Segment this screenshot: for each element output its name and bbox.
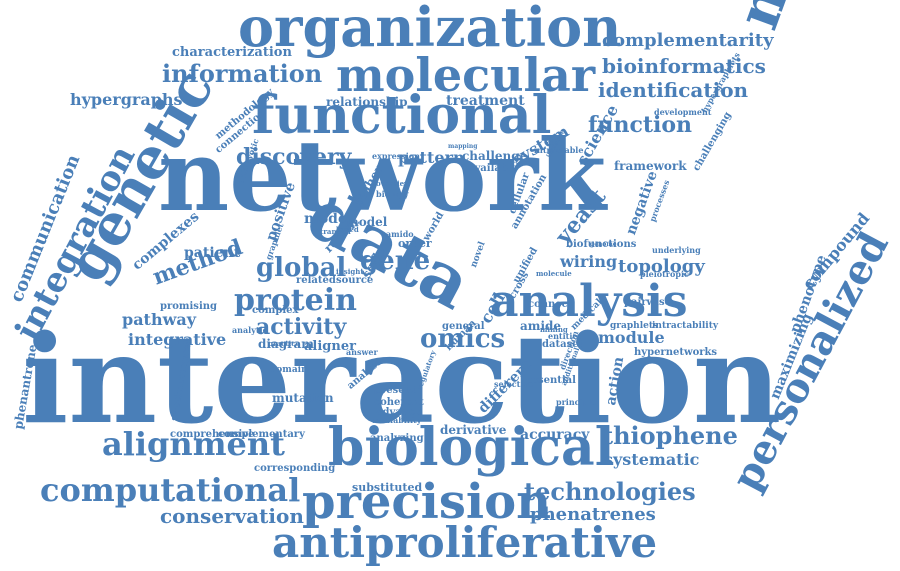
word-mapping: mapping xyxy=(448,143,478,150)
word-connect: connect xyxy=(528,299,573,310)
word-derivative: derivative xyxy=(440,423,507,437)
word-identification: identification xyxy=(598,78,749,102)
word-order: order xyxy=(398,237,432,250)
word-challenging: challenging xyxy=(691,110,734,173)
word-systematic: systematic xyxy=(604,450,700,469)
word-complementarity: complementarity xyxy=(602,30,774,51)
word-development: development xyxy=(654,107,712,117)
word-source: source xyxy=(336,275,374,286)
word-available: available xyxy=(468,163,518,174)
word-coherent: coherent xyxy=(374,397,424,408)
word-phenatrenes: phenatrenes xyxy=(530,504,656,525)
word-advance: advance xyxy=(376,407,422,418)
word-amido: amido xyxy=(386,229,414,239)
word-dataset: dataset xyxy=(542,339,584,350)
word-activity: activity xyxy=(256,314,347,340)
word-principle: principle xyxy=(556,397,597,407)
word-general: general xyxy=(442,321,485,332)
word-graphlets: graphlets xyxy=(610,321,659,331)
word-module: module xyxy=(598,328,665,347)
word-analysis: analysis xyxy=(490,276,688,327)
word-discovery: discovery xyxy=(236,144,352,170)
word-challenge: challenge xyxy=(462,149,528,163)
word-essential: essential xyxy=(526,375,576,386)
word-practice: practice xyxy=(268,339,300,348)
word-patient: patient xyxy=(184,245,241,261)
word-analytic: analytic xyxy=(232,325,268,335)
word-mutation: mutation xyxy=(272,391,334,405)
word-selective: selective xyxy=(494,379,534,389)
word-integrative: integrative xyxy=(128,330,227,349)
word-pattern: pattern xyxy=(398,148,465,167)
word-pleiotropic: pleiotropic xyxy=(640,269,689,279)
word-answer: answer xyxy=(346,347,378,357)
word-technologies: technologies xyxy=(524,477,696,506)
word-aligner: aligner xyxy=(304,339,356,354)
word-underlying: underlying xyxy=(652,245,701,255)
word-model: model xyxy=(346,215,388,229)
word-antiproliferative: antiproliferative xyxy=(272,518,658,567)
word-molecular: molecular xyxy=(336,48,596,102)
word-insight: insight xyxy=(336,267,364,276)
word-gene: gene xyxy=(360,246,431,276)
word-treatment: treatment xyxy=(446,93,525,109)
word-mode: mode xyxy=(304,211,347,227)
word-relationship: relationship xyxy=(326,95,408,109)
word-amide: amide xyxy=(520,319,562,333)
word-overview: overview xyxy=(376,179,411,188)
word-conservation: conservation xyxy=(160,504,304,528)
word-accuracy: accuracy xyxy=(520,427,590,443)
word-characterization: characterization xyxy=(172,45,292,60)
word-topology: topology xyxy=(618,256,705,277)
word-molecule: molecule xyxy=(536,269,572,278)
word-entities: entities xyxy=(548,331,582,341)
word-intractable: intractable xyxy=(534,145,584,155)
word-diagram: diagram xyxy=(258,337,314,351)
word-function: function xyxy=(588,112,693,138)
word-complementary: complementary xyxy=(218,429,305,440)
word-biological: biological xyxy=(328,417,615,478)
word-pathway: pathway xyxy=(122,310,197,329)
word-information: information xyxy=(162,59,323,88)
word-biology: biology xyxy=(376,189,409,199)
word-protein: protein xyxy=(234,283,357,318)
word-promising: promising xyxy=(160,301,218,312)
word-organization: organization xyxy=(238,0,622,59)
word-precision: precision xyxy=(302,474,552,530)
word-intractability: intractability xyxy=(652,321,719,331)
word-transfer: transfer xyxy=(320,227,352,236)
word-wiring: wiring xyxy=(560,252,618,271)
word-network: network xyxy=(158,119,607,234)
word-complex: complex xyxy=(252,305,299,316)
word-omics: omics xyxy=(420,324,506,354)
word-global: global xyxy=(256,253,347,283)
word-biofunctions: biofunctions xyxy=(566,239,637,250)
word-comprehensive: comprehensive xyxy=(170,429,255,440)
word-hypergraphs: hypergraphs xyxy=(70,90,183,109)
word-alignment: alignment xyxy=(102,425,285,463)
word-domain: domain xyxy=(270,365,308,375)
word-interaction: interaction xyxy=(22,307,782,451)
word-hypernetworks: hypernetworks xyxy=(634,347,718,358)
word-functional: functional xyxy=(252,85,552,146)
word-framework: framework xyxy=(614,159,687,173)
word-substituted: substituted xyxy=(352,481,423,494)
word-based: based xyxy=(336,225,359,234)
word-mining: mining xyxy=(540,325,568,334)
word-present: present xyxy=(374,385,417,396)
word-corresponding: corresponding xyxy=(254,463,336,474)
word-related: related xyxy=(296,275,336,286)
word-genome: genome xyxy=(590,241,617,248)
word-pairwise: pairwise xyxy=(624,297,671,308)
word-thiophene: thiophene xyxy=(602,421,738,450)
word-bioinformatics: bioinformatics xyxy=(602,54,766,78)
word-computational: computational xyxy=(40,471,301,509)
word-availability: availability xyxy=(372,415,422,425)
word-analyzing: analyzing xyxy=(370,433,424,444)
word-expression: expression xyxy=(372,151,420,161)
